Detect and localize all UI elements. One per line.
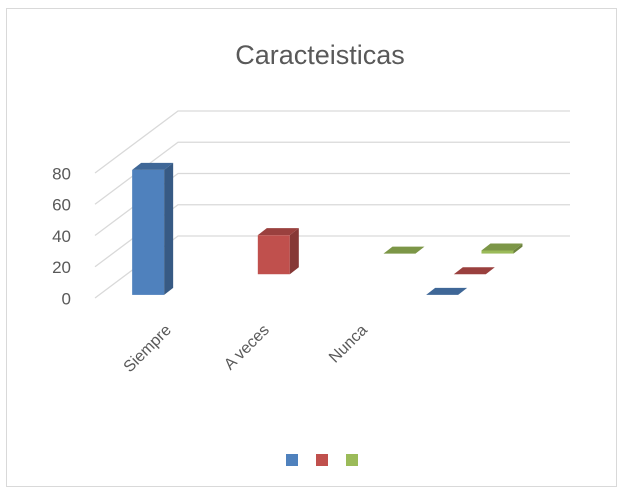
bar-front [132, 169, 165, 295]
bar-top [481, 243, 523, 251]
y-tick-label: 40 [52, 227, 71, 246]
grid-line [94, 204, 570, 268]
bar-top [383, 246, 425, 254]
bar [481, 243, 523, 254]
y-tick-label: 0 [62, 289, 71, 308]
bar-top [132, 162, 174, 170]
y-tick-label: 60 [52, 196, 71, 215]
bar [257, 228, 299, 275]
bar-top [257, 228, 299, 236]
bar-side [289, 228, 299, 275]
bar [426, 287, 468, 295]
bar-top [426, 287, 468, 295]
chart-frame [6, 8, 617, 487]
legend-swatch [286, 454, 298, 466]
bar-side [513, 243, 523, 254]
bar-side [164, 162, 174, 295]
chart-title: Caracteisticas [235, 40, 405, 70]
legend-swatch [346, 454, 358, 466]
grid-line [94, 172, 570, 237]
bar [383, 246, 425, 254]
grid-line [94, 141, 570, 205]
legend-swatch [316, 454, 328, 466]
bar [453, 267, 495, 275]
y-tick-label: 20 [52, 258, 71, 277]
y-tick-label: 80 [52, 164, 71, 183]
bar-top [453, 267, 495, 275]
grid-line [94, 235, 570, 299]
grid-line [94, 110, 570, 174]
bar-front [481, 250, 514, 254]
bar-front [257, 235, 290, 275]
bar [132, 162, 174, 295]
